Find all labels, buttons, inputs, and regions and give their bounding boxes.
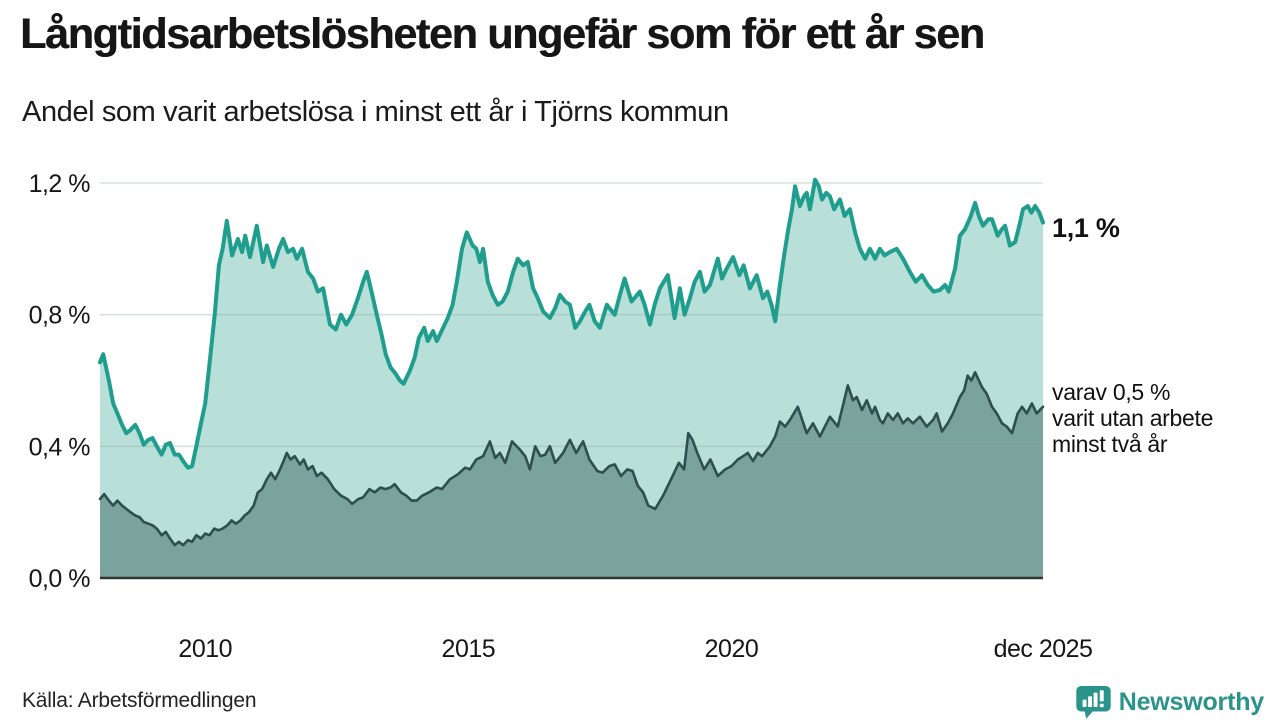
x-tick-label: 2020 [705, 635, 759, 663]
page-title: Långtidsarbetslösheten ungefär som för e… [20, 10, 985, 58]
series-line-0 [98, 177, 1045, 470]
y-tick-label: 0,8 % [29, 302, 91, 330]
y-tick-label: 0,4 % [29, 433, 91, 461]
page-subtitle: Andel som varit arbetslösa i minst ett å… [22, 96, 729, 128]
newsworthy-wordmark: Newsworthy [1118, 687, 1264, 716]
source-note: Källa: Arbetsförmedlingen [22, 689, 257, 712]
series1-end-value-label: 1,1 % [1052, 213, 1120, 243]
x-tick-label: dec 2025 [994, 635, 1093, 663]
series-line-1 [98, 370, 1045, 547]
x-tick-label: 2010 [178, 635, 232, 663]
x-tick-label: 2015 [442, 635, 496, 663]
series-area-1 [100, 372, 1043, 578]
series2-end-annotation: varav 0,5 % varit utan arbete minst två … [1052, 379, 1214, 457]
brand-lockup: Newsworthy [1075, 684, 1264, 720]
bar-chart-pin-icon [1075, 685, 1112, 720]
y-tick-label: 0,0 % [29, 565, 91, 593]
y-tick-label: 1,2 % [29, 170, 91, 198]
